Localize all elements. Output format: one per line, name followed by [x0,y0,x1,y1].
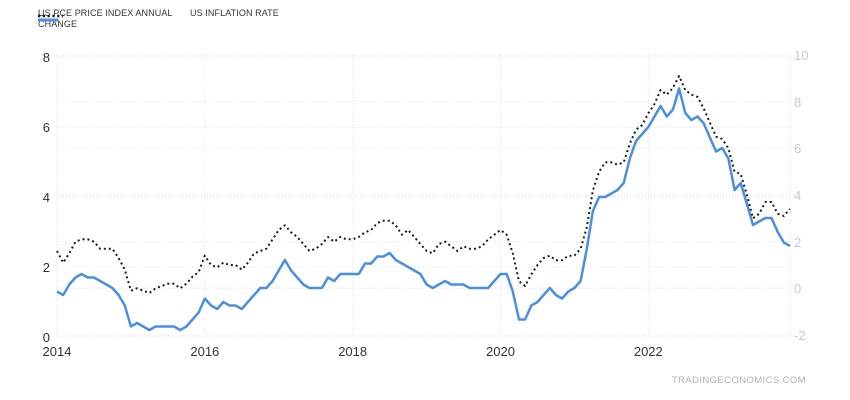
x-axis-tick-label: 2014 [42,344,72,359]
legend-label-pce: US PCE PRICE INDEX ANNUAL CHANGE [38,8,173,29]
legend-item-pce[interactable]: US PCE PRICE INDEX ANNUAL CHANGE [38,8,178,30]
right-axis-tick-label: -2 [794,328,806,343]
right-axis-tick-label: 4 [794,188,802,203]
x-axis-tick-label: 2016 [190,344,220,359]
inflation-series-line[interactable] [56,75,791,294]
right-axis-tick-label: 0 [794,281,802,297]
right-axis-tick-label: 10 [794,48,809,63]
inflation-line-swatch [38,14,63,18]
x-axis-tick-label: 2020 [486,344,515,359]
x-axis-tick-label: 2022 [633,344,663,359]
right-axis-tick-label: 8 [794,94,802,110]
legend-item-inflation[interactable]: US INFLATION RATE [38,8,279,19]
left-axis-tick-label: 6 [42,120,50,135]
watermark: TRADINGECONOMICS.COM [671,375,806,386]
pce-line-swatch [38,18,58,22]
left-axis-tick-label: 2 [42,260,50,275]
left-axis-tick-label: 4 [42,190,50,205]
left-axis-tick-label: 0 [42,330,50,345]
legend: US PCE PRICE INDEX ANNUAL CHANGE US INFL… [38,8,279,30]
legend-label-inflation: US INFLATION RATE [190,8,279,18]
left-axis-tick-label: 8 [42,50,50,65]
right-axis-tick-label: 6 [794,141,802,157]
pce-series-line[interactable] [56,87,791,332]
right-axis-tick-label: 2 [794,234,802,250]
x-axis-tick-label: 2018 [338,344,368,359]
